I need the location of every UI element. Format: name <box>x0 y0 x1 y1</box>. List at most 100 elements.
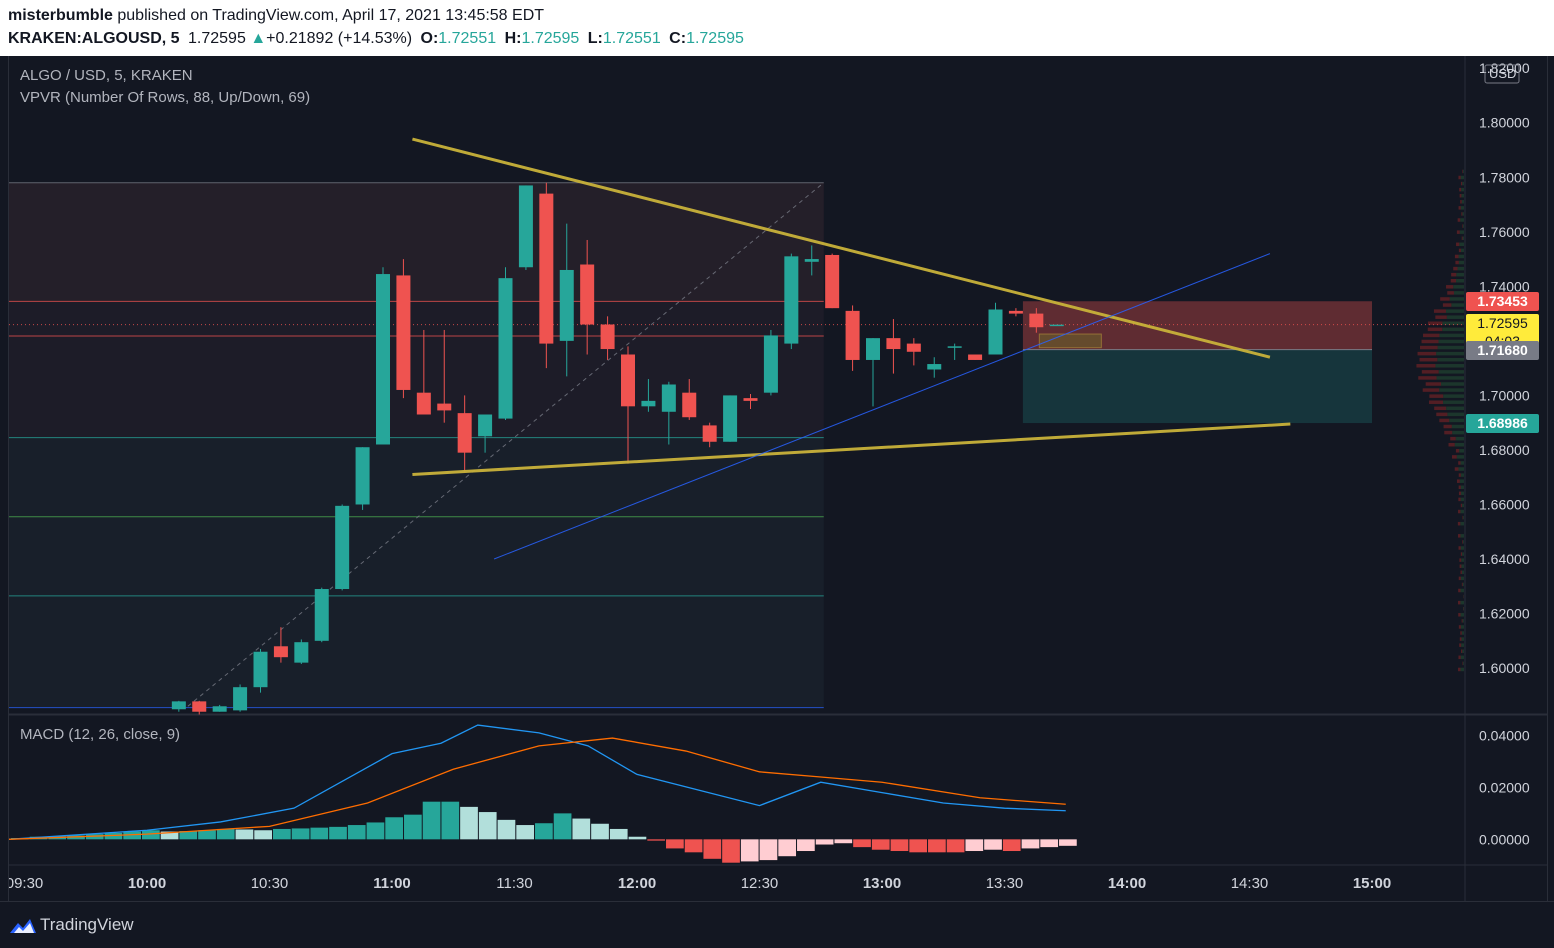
vpvr-down-bar <box>1458 613 1460 617</box>
vpvr-down-bar <box>1461 649 1462 653</box>
vpvr-up-bar <box>1461 643 1464 647</box>
short-position-tool[interactable] <box>1023 301 1372 423</box>
macd-histogram-bar <box>591 824 609 840</box>
candle-body <box>1029 314 1043 328</box>
candle-body <box>458 413 472 453</box>
vpvr-up-bar <box>1439 370 1464 374</box>
vpvr-down-bar <box>1450 437 1456 441</box>
macd-legend[interactable]: MACD (12, 26, close, 9) <box>20 726 180 743</box>
macd-histogram-bar <box>460 807 478 839</box>
vpvr-down-bar <box>1416 364 1435 368</box>
vpvr-up-bar <box>1451 303 1464 307</box>
change-up-icon: ▲ <box>250 30 266 47</box>
vpvr-down-bar <box>1452 455 1457 459</box>
vpvr-up-bar <box>1449 419 1464 423</box>
fib-zone-2 <box>9 301 824 437</box>
candle-body <box>989 310 1003 355</box>
vpvr-up-bar <box>1463 170 1464 174</box>
vpvr-down-bar <box>1434 309 1446 313</box>
vpvr-up-bar <box>1452 431 1464 435</box>
vpvr-down-bar <box>1461 552 1462 556</box>
candle-body <box>396 275 410 390</box>
time-axis-label: 15:00 <box>1353 875 1391 892</box>
candle-body <box>335 506 349 589</box>
vpvr-up-bar <box>1450 297 1464 301</box>
macd-histogram-bar <box>1003 839 1021 851</box>
vpvr-up-bar <box>1438 346 1464 350</box>
low-value: 1.72551 <box>603 30 661 47</box>
vpvr-up-bar <box>1460 601 1464 605</box>
vpvr-down-bar <box>1439 419 1449 423</box>
candle-body <box>703 425 717 441</box>
vpvr-up-bar <box>1446 309 1464 313</box>
vpvr-up-bar <box>1443 394 1464 398</box>
time-axis-label: 13:30 <box>986 875 1024 892</box>
vpvr-down-bar <box>1461 182 1462 186</box>
macd-scale-label: 0.00000 <box>1479 831 1530 847</box>
vpvr-up-bar <box>1462 552 1464 556</box>
vpvr-down-bar <box>1428 322 1442 326</box>
vpvr-down-bar <box>1458 510 1460 513</box>
macd-histogram-bar <box>554 813 572 839</box>
chart-title[interactable]: ALGO / USD, 5, KRAKEN <box>20 67 193 84</box>
symbol-label: KRAKEN:ALGOUSD, 5 <box>8 30 180 47</box>
macd-histogram-bar <box>947 839 965 852</box>
price-tag-value: 1.73453 <box>1466 292 1539 310</box>
candle-body <box>233 687 247 710</box>
price-tag: 1.71680 <box>1466 341 1539 360</box>
vpvr-up-bar <box>1461 656 1464 660</box>
publisher-name[interactable]: misterbumble <box>8 7 113 24</box>
price-tag: 1.68986 <box>1466 414 1539 433</box>
macd-histogram-bar <box>498 820 516 839</box>
macd-histogram-bar <box>385 817 403 839</box>
vpvr-legend[interactable]: VPVR (Number Of Rows, 88, Up/Down, 69) <box>20 89 310 106</box>
time-axis-label: 13:00 <box>863 875 901 892</box>
vpvr-up-bar <box>1462 649 1464 653</box>
price-scale-label: 1.62000 <box>1479 606 1530 622</box>
vpvr-up-bar <box>1446 407 1464 411</box>
vpvr-down-bar <box>1423 334 1439 338</box>
candle-body <box>662 385 676 412</box>
candle-body <box>744 398 758 401</box>
vpvr-up-bar <box>1463 224 1464 228</box>
vpvr-down-bar <box>1418 376 1436 380</box>
vpvr-up-bar <box>1461 564 1464 568</box>
chart-area[interactable]: 1.820001.800001.780001.760001.740001.720… <box>8 56 1548 901</box>
price-scale-label: 1.70000 <box>1479 387 1530 403</box>
vpvr-down-bar <box>1460 200 1462 204</box>
vpvr-up-bar <box>1460 479 1464 483</box>
macd-histogram-bar <box>404 815 422 840</box>
price-scale-label: 1.76000 <box>1479 224 1530 240</box>
vpvr-up-bar <box>1459 255 1464 259</box>
vpvr-down-bar <box>1459 485 1461 489</box>
macd-histogram-bar <box>853 839 871 847</box>
vpvr-up-bar <box>1456 273 1464 277</box>
vpvr-up-bar <box>1460 668 1464 672</box>
change-value: +0.21892 (+14.53%) <box>266 30 412 47</box>
vpvr-down-bar <box>1443 303 1451 307</box>
vpvr-up-bar <box>1443 400 1464 404</box>
time-axis-label: 14:00 <box>1108 875 1146 892</box>
chart-canvas[interactable]: 1.820001.800001.780001.760001.740001.720… <box>9 56 1547 901</box>
vpvr-down-bar <box>1462 583 1463 587</box>
price-tag-value: 1.68986 <box>1466 414 1539 432</box>
position-target-zone[interactable] <box>1023 350 1372 423</box>
macd-histogram-bar <box>891 839 909 851</box>
publish-header: misterbumble published on TradingView.co… <box>0 0 1554 56</box>
macd-histogram-bar <box>722 839 740 862</box>
time-axis-label: 09:30 <box>9 875 43 892</box>
vpvr-down-bar <box>1429 400 1443 404</box>
macd-histogram-bar <box>872 839 890 849</box>
vpvr-down-bar <box>1455 467 1459 471</box>
vpvr-down-bar <box>1459 473 1461 477</box>
vpvr-up-bar <box>1461 625 1464 629</box>
vpvr-up-bar <box>1463 236 1464 240</box>
vpvr-down-bar <box>1458 656 1460 660</box>
vpvr-up-bar <box>1435 364 1464 368</box>
vpvr-up-bar <box>1437 358 1464 362</box>
vpvr-up-bar <box>1461 485 1464 489</box>
tradingview-brand[interactable]: TradingView <box>40 915 134 935</box>
vpvr-down-bar <box>1458 218 1461 222</box>
vpvr-up-bar <box>1458 467 1464 471</box>
vpvr-down-bar <box>1459 643 1461 647</box>
